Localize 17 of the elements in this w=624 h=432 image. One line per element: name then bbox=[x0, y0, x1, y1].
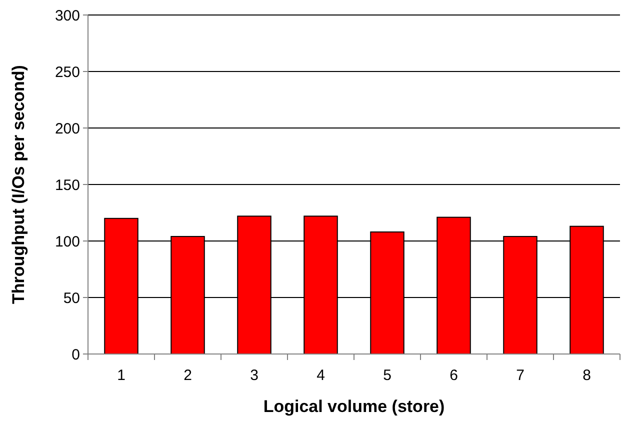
x-axis-title: Logical volume (store) bbox=[263, 397, 445, 416]
x-tick-label: 5 bbox=[383, 367, 392, 384]
x-tick-label: 6 bbox=[450, 367, 458, 384]
x-tick-label: 1 bbox=[117, 367, 126, 384]
y-tick-label: 200 bbox=[54, 120, 80, 138]
y-tick-label: 250 bbox=[54, 64, 80, 81]
x-tick-label: 7 bbox=[516, 367, 524, 384]
x-tick-label: 2 bbox=[184, 367, 192, 384]
y-tick-label: 100 bbox=[54, 233, 80, 250]
y-tick-label: 150 bbox=[54, 176, 80, 194]
y-tick-label: 50 bbox=[63, 290, 80, 307]
y-axis-title: Throughput (I/Os per second) bbox=[9, 65, 28, 304]
y-tick-label: 300 bbox=[54, 7, 80, 24]
x-tick-label: 8 bbox=[582, 367, 591, 384]
x-tick-label: 4 bbox=[316, 367, 325, 384]
y-tick-label: 0 bbox=[72, 346, 80, 364]
x-tick-label: 3 bbox=[250, 367, 258, 384]
